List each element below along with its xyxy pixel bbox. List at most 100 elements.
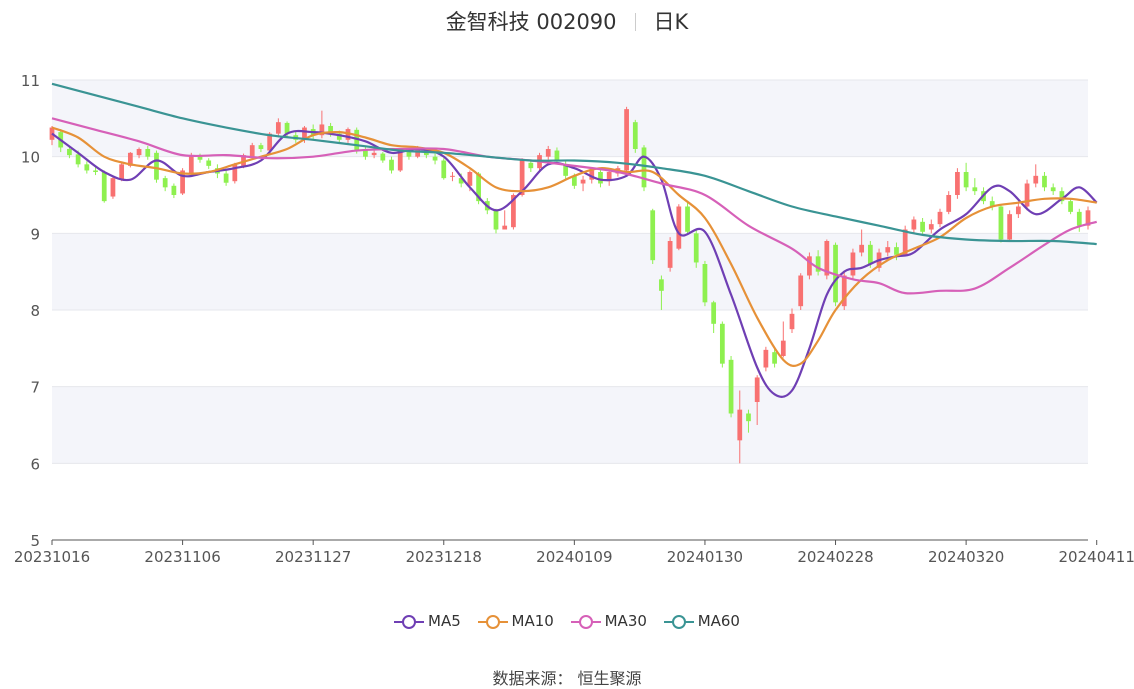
candle-body <box>676 206 682 249</box>
candle-body <box>1015 206 1021 215</box>
candle-body <box>563 164 569 176</box>
candle-body <box>659 279 664 291</box>
candle-body <box>885 247 891 253</box>
candle-body <box>711 302 717 324</box>
candle-body <box>511 195 516 228</box>
candle-body <box>206 160 212 166</box>
x-tick-label: 20231016 <box>14 548 90 566</box>
candle-body <box>275 122 281 134</box>
candle-body <box>493 210 499 230</box>
y-tick-label: 11 <box>21 72 40 90</box>
candle-body <box>824 241 830 276</box>
candle-body <box>606 172 612 182</box>
candle-body <box>1042 175 1047 188</box>
candle-body <box>119 164 125 180</box>
candle-body <box>632 122 638 149</box>
candle-body <box>719 323 725 364</box>
candle-body <box>685 206 690 232</box>
x-tick-label: 20231127 <box>275 548 351 566</box>
candle-body <box>476 173 481 202</box>
ma5-legend-icon <box>394 615 424 629</box>
candle-body <box>528 162 534 169</box>
ma30-legend-icon <box>570 615 601 629</box>
candle-body <box>363 149 368 157</box>
candle-body <box>867 244 873 264</box>
legend-item-ma30[interactable]: MA30 <box>570 612 647 630</box>
candle-body <box>937 211 943 225</box>
ma60-legend-icon <box>663 615 694 629</box>
candle-body <box>807 256 812 276</box>
data-source: 数据来源： 恒生聚源 <box>492 669 642 688</box>
candle-body <box>519 160 525 195</box>
ma10-line <box>51 126 1097 367</box>
ma60-line <box>51 82 1097 246</box>
ma5-line <box>51 129 1098 398</box>
candle-body <box>737 409 743 441</box>
candle-body <box>319 124 325 136</box>
candle-body <box>450 175 455 177</box>
candle-body <box>1085 210 1091 226</box>
candle-body <box>894 247 899 255</box>
title-separator <box>634 13 636 31</box>
candle-body <box>963 172 969 188</box>
candlestick-chart: 5 6 7 8 9 10 11 20231016 20231106 20231127 2023121… <box>14 72 1134 566</box>
candle-body <box>693 233 699 263</box>
candle-body <box>911 219 917 230</box>
x-tick-label: 20240109 <box>536 548 612 566</box>
candle-body <box>1033 175 1039 184</box>
candle-body <box>415 149 421 157</box>
candle-body <box>406 152 412 157</box>
candle-body <box>101 172 107 202</box>
x-tick-label: 20231218 <box>406 548 482 566</box>
legend: MA5 MA10 MA30 MA60 <box>0 612 1134 630</box>
grid-band <box>52 233 1088 310</box>
candle-body <box>998 206 1004 240</box>
candle-body <box>458 178 464 184</box>
candle-body <box>267 133 273 151</box>
candle-body <box>345 129 351 140</box>
y-tick-label: 8 <box>30 302 40 320</box>
candle-body <box>441 160 447 179</box>
legend-item-ma60[interactable]: MA60 <box>663 612 740 630</box>
candle-body <box>554 150 560 161</box>
candle-body <box>650 210 656 261</box>
candle-body <box>371 152 377 156</box>
legend-item-ma10[interactable]: MA10 <box>477 612 554 630</box>
candle-body <box>171 185 177 195</box>
y-tick-label: 9 <box>30 225 40 243</box>
candle-body <box>380 153 386 161</box>
candle-body <box>545 149 551 157</box>
candle-body <box>162 178 168 188</box>
candle-body <box>232 164 238 182</box>
candle-body <box>188 155 194 174</box>
legend-item-ma5[interactable]: MA5 <box>394 612 461 630</box>
chart-title: 金智科技 002090 日K <box>0 6 1134 36</box>
candle-body <box>336 133 342 140</box>
candle-body <box>1007 214 1013 240</box>
legend-label-ma60: MA60 <box>697 612 740 630</box>
legend-label-ma5: MA5 <box>428 612 461 630</box>
period-label: 日K <box>653 10 689 34</box>
candle-body <box>702 264 708 303</box>
candle-body <box>180 170 185 194</box>
candle-body <box>302 127 307 140</box>
candle-body <box>589 170 595 180</box>
candle-body <box>110 178 116 197</box>
candle-body <box>1050 187 1056 192</box>
grid-band <box>52 386 1088 464</box>
candle-body <box>989 201 995 207</box>
candle-body <box>763 349 769 368</box>
candle-body <box>815 256 821 272</box>
candle-body <box>902 229 908 255</box>
candle-body <box>397 150 403 171</box>
legend-label-ma10: MA10 <box>511 612 554 630</box>
x-tick-label: 20240228 <box>797 548 873 566</box>
candle-body <box>197 156 203 160</box>
candle-body <box>841 275 847 307</box>
candle-body <box>127 152 133 166</box>
candle-body <box>728 359 734 414</box>
candle-body <box>284 122 290 134</box>
candle-body <box>1068 201 1073 212</box>
candle-body <box>75 154 81 165</box>
candle-body <box>624 109 629 171</box>
